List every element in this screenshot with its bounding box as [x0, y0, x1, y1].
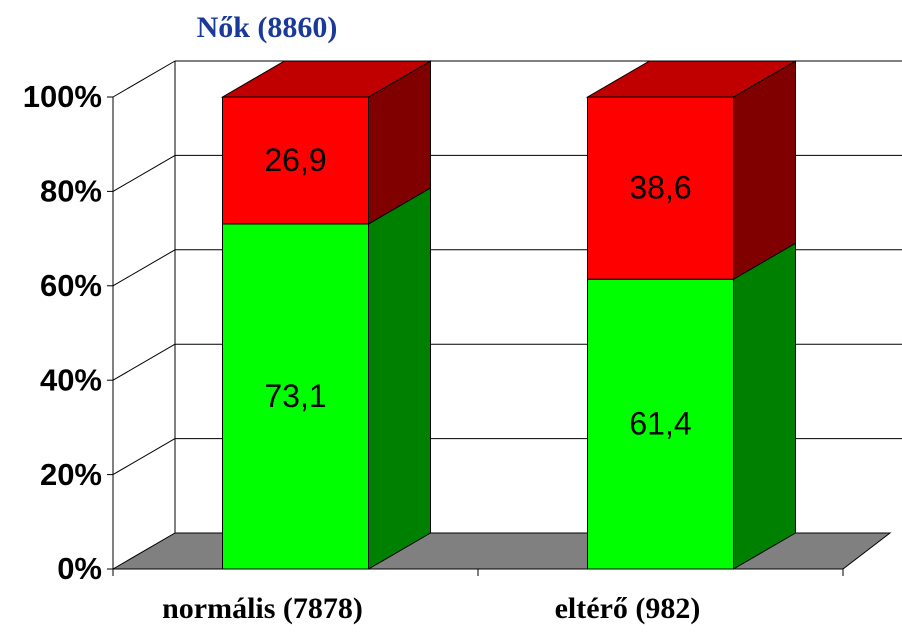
grid-line: [112, 343, 176, 381]
bar-top: [585, 60, 798, 98]
y-tick-label: 20%: [40, 457, 102, 492]
grid-line: [112, 438, 176, 476]
y-tick-label: 100%: [23, 79, 102, 114]
bar-side: [733, 242, 796, 570]
grid-line: [112, 249, 176, 287]
y-tick-label: 0%: [57, 551, 102, 586]
bar: [222, 223, 369, 570]
value-label: 26,9: [264, 142, 326, 178]
grid-line: [112, 60, 176, 98]
bar-top: [220, 60, 433, 98]
chart-title: Nők (8860): [197, 11, 338, 44]
bar-side: [368, 187, 431, 570]
y-tick-label: 40%: [40, 362, 102, 397]
x-tick-label: normális (7878): [162, 592, 363, 625]
grid-line: [112, 154, 176, 192]
value-label: 38,6: [629, 170, 691, 206]
value-label: 61,4: [629, 406, 691, 442]
bar: [587, 278, 734, 570]
y-tick-label: 80%: [40, 174, 102, 209]
value-label: 73,1: [264, 378, 326, 414]
bar: [587, 96, 734, 280]
x-tick-label: eltérő (982): [555, 592, 701, 625]
bar-side: [733, 60, 796, 281]
y-tick-label: 60%: [40, 268, 102, 303]
